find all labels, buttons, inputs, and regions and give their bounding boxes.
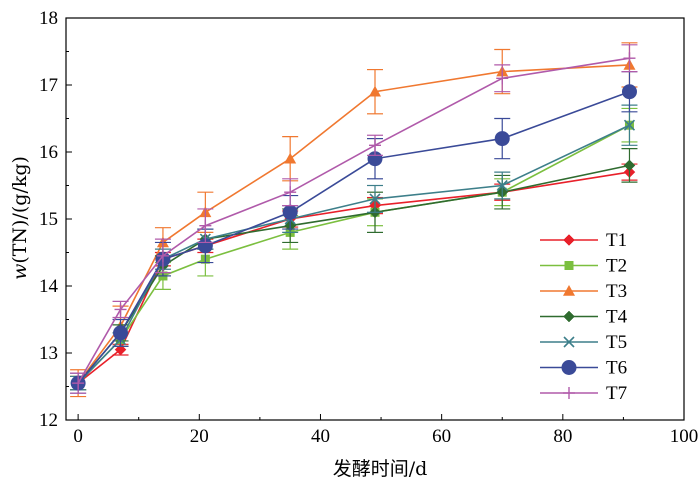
data-point-t7 bbox=[623, 52, 636, 65]
y-axis-title-italic: w bbox=[9, 264, 31, 280]
x-tick-label: 60 bbox=[432, 426, 451, 447]
legend-marker-t7 bbox=[563, 387, 575, 399]
data-point-t7 bbox=[72, 377, 85, 390]
data-point-t6 bbox=[282, 204, 298, 220]
y-tick-label: 16 bbox=[39, 142, 58, 163]
legend-item-t1: T1 bbox=[540, 230, 627, 251]
legend-item-t6: T6 bbox=[540, 358, 627, 379]
legend-label-t7: T7 bbox=[606, 383, 627, 404]
legend-marker-t1 bbox=[563, 234, 575, 246]
legend-marker-t3 bbox=[563, 285, 575, 296]
x-tick-label: 80 bbox=[553, 426, 572, 447]
legend-item-t2: T2 bbox=[540, 256, 627, 277]
legend-marker-t2 bbox=[564, 261, 574, 270]
series-t7 bbox=[70, 44, 638, 394]
legend-item-t4: T4 bbox=[540, 307, 628, 328]
data-point-t7 bbox=[496, 72, 509, 85]
legend: T1 T2 T3 T4 T5 T6 T7 bbox=[540, 230, 628, 404]
data-point-t7 bbox=[199, 219, 212, 232]
data-point-t6 bbox=[621, 84, 637, 100]
y-tick-label: 14 bbox=[39, 276, 59, 297]
x-tick-label: 100 bbox=[670, 426, 699, 447]
data-point-t7 bbox=[284, 186, 297, 199]
marker-stroke bbox=[496, 179, 508, 192]
series-line-t7 bbox=[77, 57, 630, 384]
legend-label-t6: T6 bbox=[606, 358, 627, 379]
legend-label-t1: T1 bbox=[606, 230, 627, 251]
x-axis-title: 发酵时间/d bbox=[333, 458, 428, 480]
marker-stroke bbox=[623, 119, 636, 131]
legend-marker-t6 bbox=[561, 360, 577, 375]
legend-item-t3: T3 bbox=[540, 281, 627, 302]
data-point-t6 bbox=[113, 325, 129, 341]
legend-label-t2: T2 bbox=[606, 256, 627, 277]
y-tick-label: 13 bbox=[39, 343, 58, 364]
plot-area bbox=[70, 42, 638, 398]
series-line-t3 bbox=[77, 64, 630, 384]
x-tick-label: 40 bbox=[311, 426, 330, 447]
y-tick-label: 18 bbox=[39, 8, 58, 29]
data-point-t5 bbox=[369, 193, 381, 205]
data-point-t3 bbox=[284, 152, 297, 164]
data-point-t5 bbox=[623, 119, 636, 131]
x-tick-label: 0 bbox=[73, 426, 83, 447]
y-tick-label: 15 bbox=[39, 209, 58, 230]
legend-marker-t4 bbox=[563, 310, 575, 323]
marker-stroke bbox=[369, 193, 381, 205]
series-line-t6 bbox=[77, 90, 630, 384]
legend-label-t5: T5 bbox=[606, 332, 627, 353]
data-point-t7 bbox=[114, 303, 127, 316]
legend-item-t5: T5 bbox=[540, 332, 627, 353]
series-t3 bbox=[70, 42, 638, 398]
marker-stroke bbox=[563, 336, 575, 348]
x-tick-label: 20 bbox=[190, 426, 209, 447]
data-point-t4 bbox=[623, 159, 636, 172]
y-tick-label: 17 bbox=[39, 75, 58, 96]
y-axis-title-rest: (TN)/(g/kg) bbox=[9, 156, 31, 264]
y-axis-title: w(TN)/(g/kg) bbox=[9, 156, 31, 280]
series-t5 bbox=[70, 104, 638, 391]
legend-marker-t5 bbox=[563, 336, 575, 348]
legend-label-t3: T3 bbox=[606, 281, 627, 302]
series-t6 bbox=[70, 70, 638, 394]
data-point-t6 bbox=[494, 131, 510, 147]
data-point-t7 bbox=[156, 249, 169, 262]
data-point-t7 bbox=[369, 139, 381, 152]
legend-item-t7: T7 bbox=[540, 383, 627, 404]
axes: 0 20 40 60 80 100 12 13 14 15 16 17 18 bbox=[39, 8, 698, 447]
legend-label-t4: T4 bbox=[606, 307, 628, 328]
y-tick-label: 12 bbox=[39, 410, 58, 431]
data-point-t5 bbox=[496, 179, 508, 192]
data-point-t3 bbox=[369, 85, 381, 97]
